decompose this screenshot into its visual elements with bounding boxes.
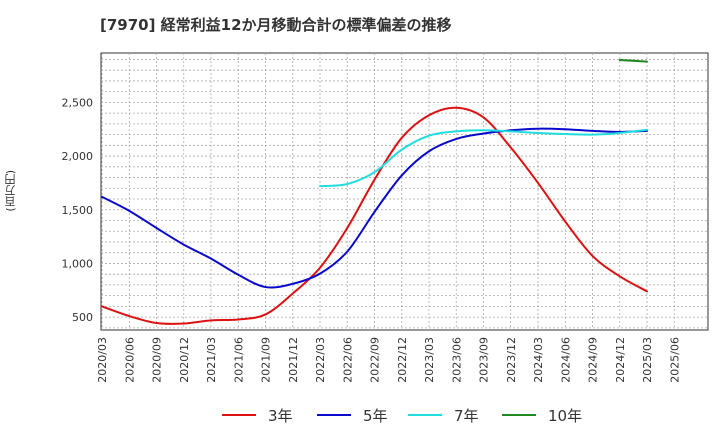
legend-item-3y: 3年 <box>222 404 293 426</box>
x-tick-label: 2021/09 <box>260 337 273 383</box>
x-tick-label: 2025/03 <box>641 337 654 383</box>
x-tick-label: 2024/06 <box>559 337 572 383</box>
chart-title: [7970] 経常利益12か月移動合計の標準偏差の推移 <box>100 16 452 34</box>
y-tick-label: 2,500 <box>62 96 94 109</box>
legend-label-7y: 7年 <box>454 406 479 425</box>
x-tick-label: 2023/09 <box>478 337 491 383</box>
x-tick-label: 2021/03 <box>205 337 218 383</box>
legend-swatch-10y <box>502 414 536 416</box>
x-tick-label: 2022/09 <box>369 337 382 383</box>
legend-label-3y: 3年 <box>268 406 293 425</box>
series-line-10y <box>618 58 648 63</box>
legend-item-7y: 7年 <box>408 404 479 426</box>
grid-lines <box>101 53 708 330</box>
x-tick-label: 2023/06 <box>450 337 463 383</box>
y-tick-label: 500 <box>72 311 93 324</box>
plot-area <box>100 52 709 331</box>
y-tick-labels: 500 1,000 1,500 2,000 2,500 <box>62 96 94 324</box>
legend-item-10y: 10年 <box>502 404 582 426</box>
x-tick-label: 2024/03 <box>532 337 545 383</box>
x-tick-label: 2022/12 <box>396 337 409 383</box>
legend: 3年 5年 7年 10年 <box>0 404 720 426</box>
x-tick-label: 2022/03 <box>314 337 327 383</box>
y-tick-label: 1,500 <box>62 204 94 217</box>
x-tick-label: 2020/06 <box>123 337 136 383</box>
x-tick-label: 2020/09 <box>151 337 164 383</box>
legend-item-5y: 5年 <box>317 404 388 426</box>
legend-swatch-7y <box>408 414 442 416</box>
series-line-7y <box>319 128 648 188</box>
x-tick-label: 2021/06 <box>232 337 245 383</box>
legend-swatch-3y <box>222 414 256 416</box>
y-tick-label: 2,000 <box>62 150 94 163</box>
series-line-3y <box>101 106 648 325</box>
x-tick-label: 2020/03 <box>96 337 109 383</box>
legend-label-10y: 10年 <box>548 406 583 425</box>
x-tick-labels: 2020/03 2020/06 2020/09 2020/12 2021/03 2021/… <box>96 337 681 383</box>
x-tick-label: 2023/12 <box>505 337 518 383</box>
x-tick-label: 2024/09 <box>587 337 600 383</box>
x-tick-label: 2023/03 <box>423 337 436 383</box>
x-tick-label: 2022/06 <box>341 337 354 383</box>
legend-label-5y: 5年 <box>363 406 388 425</box>
x-tick-label: 2021/12 <box>287 337 300 383</box>
series-line-5y <box>101 127 648 289</box>
x-tick-label: 2020/12 <box>178 337 191 383</box>
x-tick-label: 2024/12 <box>614 337 627 383</box>
series-layer <box>101 58 648 325</box>
y-tick-label: 1,000 <box>62 257 94 270</box>
x-tick-label: 2025/06 <box>668 337 681 383</box>
legend-swatch-5y <box>317 414 351 416</box>
